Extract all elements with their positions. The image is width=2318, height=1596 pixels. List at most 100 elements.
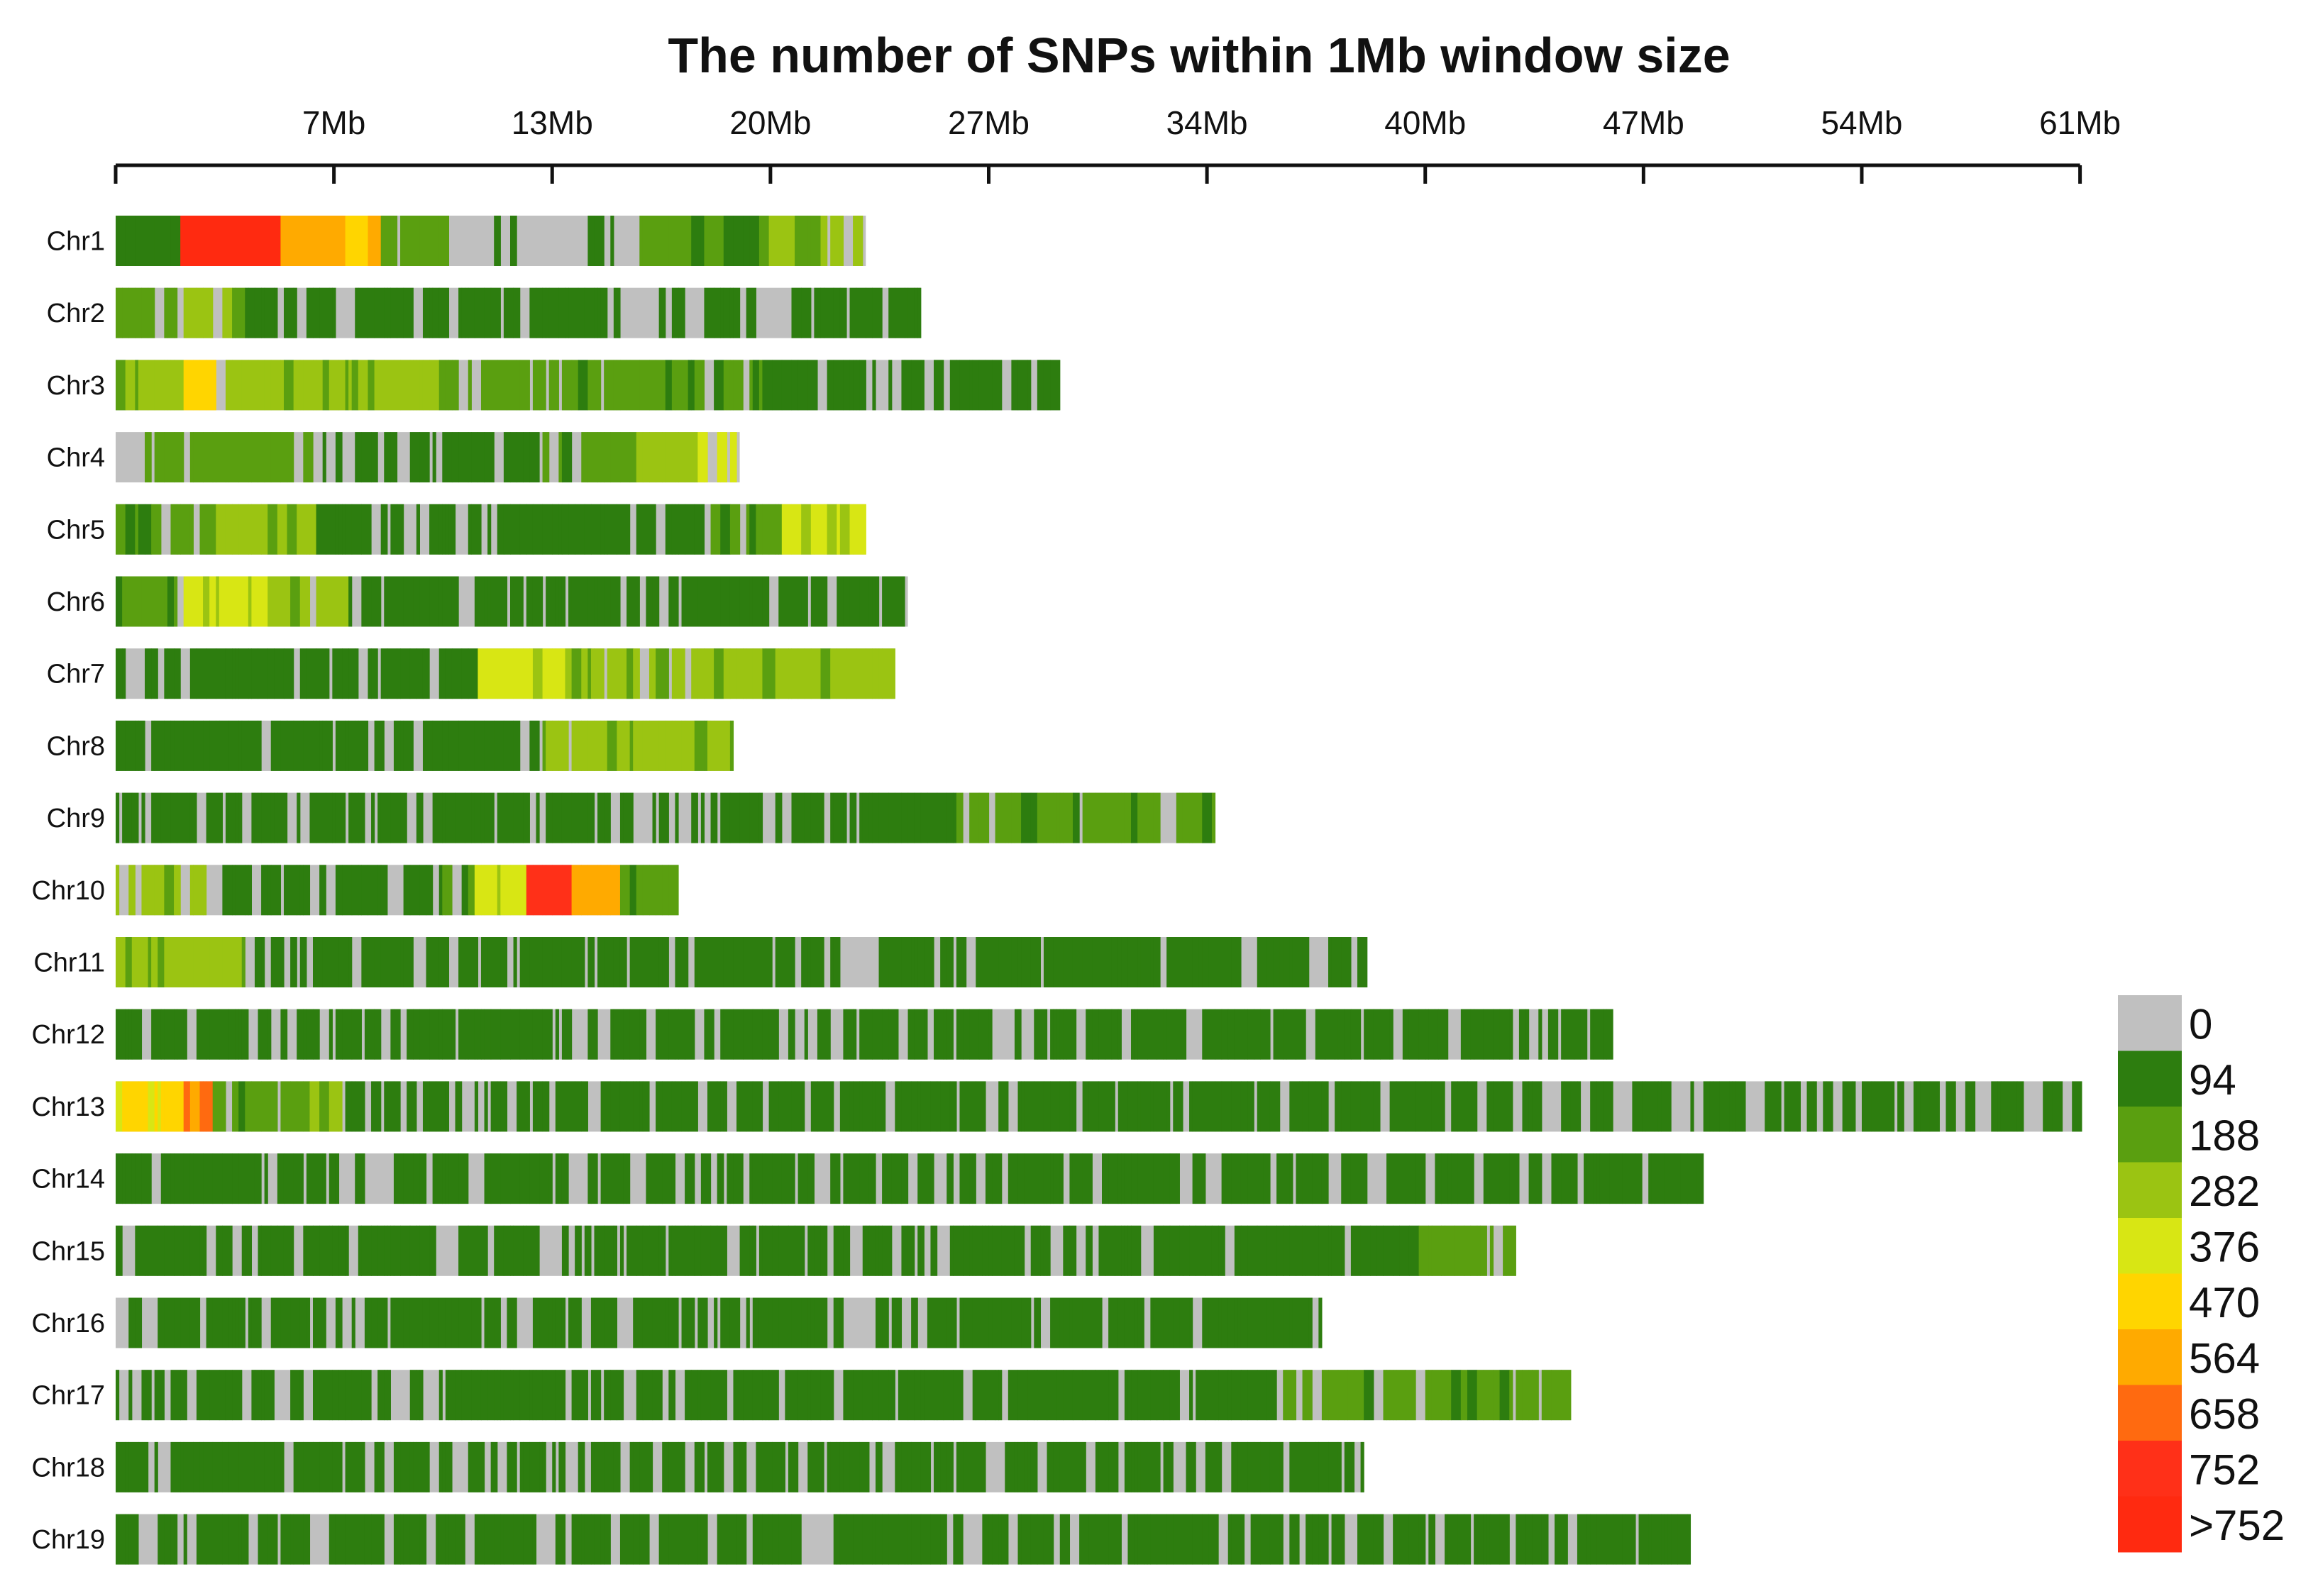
- snp-density-cell: [817, 1441, 824, 1492]
- snp-density-cell: [148, 1153, 152, 1204]
- snp-density-cell: [335, 1514, 346, 1565]
- snp-density-cell: [474, 576, 485, 627]
- snp-density-cell: [555, 1009, 559, 1060]
- snp-density-cell: [1564, 1081, 1572, 1132]
- snp-density-cell: [694, 1225, 702, 1276]
- snp-density-cell: [1005, 792, 1009, 843]
- snp-density-cell: [1393, 1514, 1400, 1565]
- snp-density-cell: [959, 1153, 970, 1204]
- snp-density-cell: [571, 720, 582, 771]
- snp-density-cell: [1460, 1009, 1472, 1060]
- snp-density-cell: [409, 1225, 417, 1276]
- snp-density-cell: [642, 1225, 650, 1276]
- snp-density-cell: [627, 865, 631, 916]
- snp-density-cell: [1344, 1441, 1355, 1492]
- snp-density-cell: [1331, 1225, 1342, 1276]
- snp-density-cell: [1435, 1153, 1442, 1204]
- snp-density-cell: [901, 1225, 909, 1276]
- snp-density-cell: [853, 360, 857, 411]
- snp-density-cell: [617, 1370, 624, 1421]
- snp-density-cell: [510, 504, 521, 555]
- snp-density-cell: [907, 1225, 915, 1276]
- snp-density-cell: [1486, 1514, 1491, 1565]
- snp-density-cell: [409, 648, 417, 699]
- snp-density-cell: [727, 360, 731, 411]
- snp-density-cell: [781, 360, 793, 411]
- chromosome-track-chr4: Chr4: [47, 432, 740, 483]
- snp-density-cell: [833, 1225, 844, 1276]
- snp-density-cell: [1008, 1370, 1019, 1421]
- snp-density-cell: [507, 1441, 511, 1492]
- snp-density-cell: [436, 1514, 440, 1565]
- snp-density-cell: [901, 937, 912, 987]
- snp-density-cell: [992, 1225, 1003, 1276]
- snp-density-cell: [749, 360, 754, 411]
- snp-density-cell: [1086, 1009, 1093, 1060]
- snp-density-cell: [788, 1225, 795, 1276]
- snp-density-cell: [639, 1009, 647, 1060]
- snp-density-cell: [1315, 1441, 1319, 1492]
- snp-density-cell: [662, 1081, 673, 1132]
- snp-density-cell: [299, 937, 307, 987]
- snp-density-cell: [710, 1441, 718, 1492]
- snp-density-cell: [216, 720, 220, 771]
- snp-density-cell: [319, 865, 326, 916]
- snp-density-cell: [561, 360, 573, 411]
- snp-density-cell: [723, 360, 727, 411]
- snp-density-cell: [1364, 1153, 1368, 1204]
- snp-density-cell: [1477, 1514, 1484, 1565]
- snp-density-cell: [665, 360, 673, 411]
- snp-density-cell: [911, 1514, 922, 1565]
- snp-density-cell: [1289, 1297, 1293, 1348]
- snp-density-cell: [555, 1514, 566, 1565]
- snp-density-cell: [930, 1225, 938, 1276]
- snp-density-cell: [882, 1153, 893, 1204]
- snp-density-cell: [862, 1370, 873, 1421]
- snp-density-cell: [1173, 1297, 1180, 1348]
- snp-density-cell: [542, 865, 546, 916]
- snp-density-cell: [907, 1009, 915, 1060]
- snp-density-cell: [306, 1153, 311, 1204]
- snp-density-cell: [940, 1441, 947, 1492]
- snp-density-cell: [313, 1297, 317, 1348]
- snp-density-cell: [727, 1153, 731, 1204]
- snp-density-cell: [998, 1514, 1003, 1565]
- legend-label: 564: [2189, 1334, 2260, 1382]
- snp-density-cell: [542, 1370, 546, 1421]
- chromosome-label: Chr12: [32, 1020, 106, 1050]
- snp-density-cell: [1415, 1153, 1426, 1204]
- snp-density-cell: [830, 1153, 841, 1204]
- snp-density-cell: [251, 576, 255, 627]
- snp-density-cell: [1454, 1225, 1465, 1276]
- snp-density-cell: [387, 576, 394, 627]
- snp-density-cell: [216, 576, 220, 627]
- snp-density-cell: [1312, 1514, 1319, 1565]
- snp-density-cell: [590, 1514, 595, 1565]
- snp-density-cell: [1360, 1081, 1368, 1132]
- chromosome-track-chr6: Chr6: [47, 576, 908, 627]
- snp-density-cell: [519, 1441, 524, 1492]
- snp-density-cell: [571, 360, 579, 411]
- snp-density-cell: [400, 720, 404, 771]
- snp-density-cell: [746, 504, 750, 555]
- snp-density-cell: [875, 1514, 883, 1565]
- snp-density-cell: [849, 792, 857, 843]
- legend-label: 470: [2189, 1279, 2260, 1326]
- snp-density-cell: [523, 1225, 527, 1276]
- snp-density-cell: [1360, 1225, 1371, 1276]
- snp-density-cell: [665, 504, 673, 555]
- snp-density-cell: [484, 1297, 488, 1348]
- snp-density-cell: [299, 216, 304, 266]
- snp-density-cell: [1059, 1441, 1067, 1492]
- snp-density-cell: [552, 360, 559, 411]
- snp-density-cell: [995, 937, 999, 987]
- snp-density-cell: [238, 720, 243, 771]
- snp-density-cell: [438, 1009, 443, 1060]
- snp-density-cell: [1613, 1514, 1617, 1565]
- snp-density-cell: [639, 360, 650, 411]
- snp-density-cell: [351, 360, 359, 411]
- snp-density-cell: [1574, 1009, 1582, 1060]
- snp-density-cell: [206, 648, 216, 699]
- snp-density-cell: [1897, 1081, 1904, 1132]
- snp-density-cell: [1137, 1153, 1144, 1204]
